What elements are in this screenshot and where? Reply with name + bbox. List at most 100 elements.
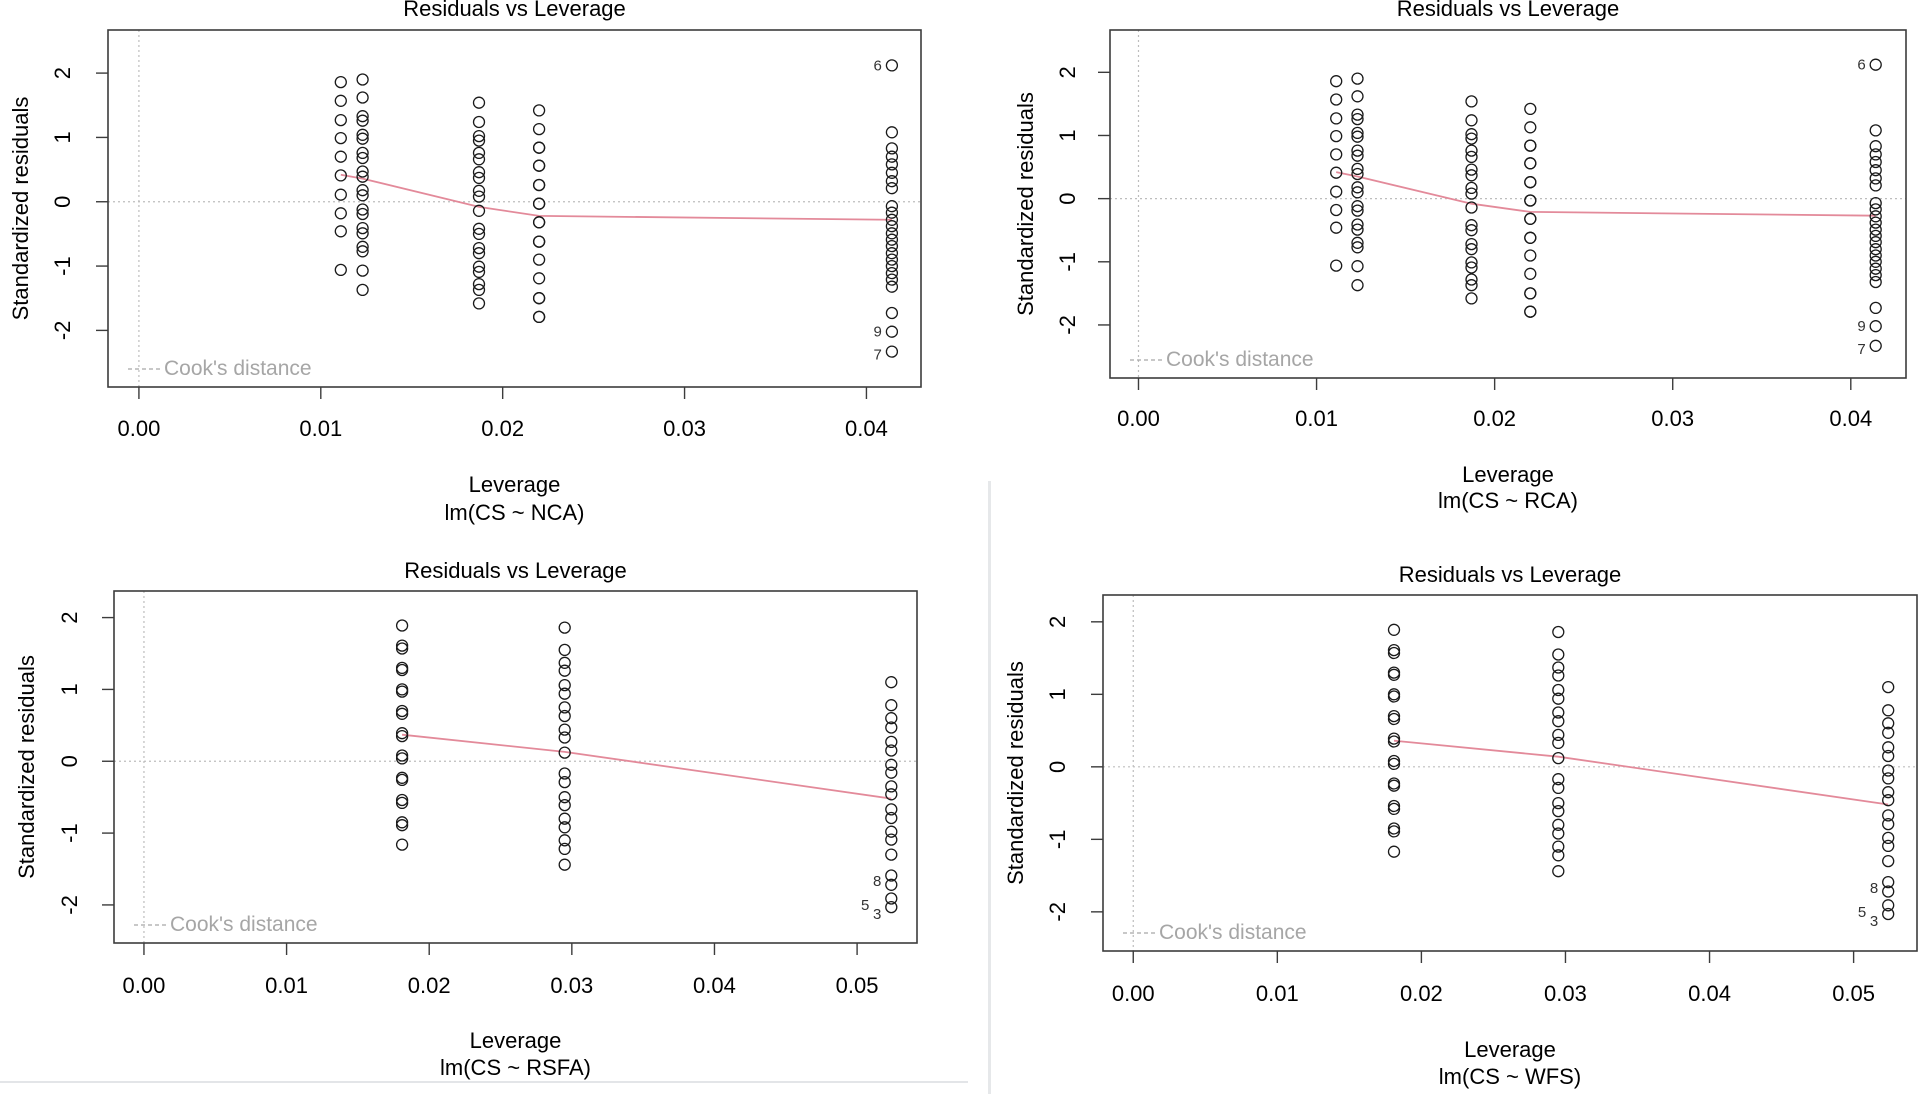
data-point: [1465, 292, 1478, 305]
data-point: [532, 310, 546, 324]
outlier-label: 3: [1870, 913, 1878, 930]
y-tick-label: 0: [1045, 761, 1070, 773]
data-point: [1869, 148, 1882, 161]
data-point: [1387, 754, 1401, 768]
data-point: [472, 260, 486, 273]
data-point: [1869, 58, 1882, 71]
data-point: [1465, 187, 1478, 200]
data-point: [1330, 93, 1343, 106]
panel-nca: Residuals vs Leverage 0.00 0.01 0.02 0.03 0.0…: [8, 0, 922, 525]
x-axis-label: Leverage: [470, 1028, 562, 1053]
data-point: [395, 642, 409, 655]
data-point: [1351, 149, 1364, 162]
plot-frame: [107, 29, 922, 388]
data-point: [885, 900, 898, 914]
data-point: [356, 264, 369, 277]
data-point: [1869, 320, 1882, 333]
y-axis-label: Standardized residuals: [14, 655, 39, 879]
data-point: [1524, 176, 1537, 189]
cooks-distance-legend-text: Cook's distance: [170, 913, 318, 936]
y-tick-label: 2: [1045, 616, 1070, 628]
data-point: [356, 165, 369, 178]
x-tick-label: 0.01: [299, 416, 342, 441]
data-point: [532, 253, 546, 266]
data-point: [472, 153, 486, 166]
model-formula-label: lm(CS ~ NCA): [445, 500, 585, 525]
data-point: [532, 159, 546, 172]
y-axis-label: Standardized residuals: [1013, 92, 1038, 316]
data-point: [1869, 196, 1882, 210]
data-point: [885, 158, 899, 171]
data-point: [885, 126, 899, 139]
data-point: [1465, 273, 1478, 286]
data-point: [472, 227, 486, 241]
data-point: [1351, 186, 1364, 199]
data-point: [1465, 219, 1478, 232]
data-point: [1465, 261, 1478, 274]
data-point: [532, 272, 546, 285]
data-point: [1465, 256, 1478, 269]
data-point: [1330, 148, 1343, 161]
data-point: [334, 263, 347, 277]
data-point: [395, 727, 409, 740]
x-tick-label: 0.04: [1829, 406, 1872, 431]
data-point: [885, 878, 898, 891]
data-point: [356, 240, 369, 253]
data-point: [1465, 181, 1478, 195]
data-point: [532, 178, 546, 192]
data-point: [1387, 822, 1401, 835]
data-point: [1882, 772, 1895, 785]
x-tick-label: 0.00: [123, 973, 166, 998]
data-point: [885, 253, 899, 266]
y-tick-label: -1: [50, 256, 75, 276]
outlier-label: 6: [1857, 57, 1865, 74]
data-point: [1882, 741, 1895, 754]
outlier-label: 3: [873, 906, 881, 923]
data-point: [395, 707, 409, 720]
data-point: [885, 247, 899, 260]
data-point: [1882, 885, 1895, 898]
data-point: [1552, 773, 1565, 786]
data-point: [356, 189, 369, 202]
y-tick-label: 2: [57, 611, 82, 623]
panel-wfs: Residuals vs Leverage 0.00 0.01 0.02 0.03 0.0…: [1003, 562, 1918, 1089]
data-point: [532, 122, 546, 136]
data-point: [1882, 717, 1895, 730]
data-point: [885, 259, 899, 273]
data-point: [1869, 301, 1882, 315]
data-point: [1882, 899, 1895, 912]
data-point: [1524, 194, 1537, 207]
data-point: [356, 170, 369, 183]
data-point: [356, 91, 369, 104]
data-point: [1882, 786, 1895, 799]
data-point: [1869, 210, 1882, 223]
data-point: [1552, 715, 1565, 728]
data-point: [558, 701, 571, 714]
data-point: [356, 146, 369, 160]
data-point: [1387, 646, 1401, 660]
panel-rca: Residuals vs Leverage 0.00 0.01 0.02 0.03 0.0…: [1013, 0, 1907, 513]
outlier-label: 5: [1858, 904, 1866, 921]
data-point: [472, 222, 486, 235]
data-point: [1351, 241, 1364, 254]
y-tick-label: -2: [50, 321, 75, 341]
data-point: [1869, 155, 1882, 169]
data-point: [472, 265, 486, 279]
data-point: [334, 207, 347, 220]
data-point: [1351, 218, 1364, 231]
data-point: [558, 731, 571, 744]
x-tick-label: 0.04: [693, 973, 736, 998]
data-point: [1869, 229, 1882, 243]
outlier-label: 7: [1857, 341, 1865, 358]
data-point: [472, 184, 486, 197]
data-point: [1882, 794, 1895, 807]
x-tick-label: 0.01: [1295, 406, 1338, 431]
data-point: [1330, 75, 1343, 88]
data-point: [1552, 804, 1565, 818]
data-point: [1351, 223, 1364, 236]
data-point: [1869, 255, 1882, 268]
data-point: [885, 766, 898, 779]
data-point: [395, 704, 409, 718]
cooks-distance-legend-text: Cook's distance: [164, 357, 312, 380]
data-point: [1524, 157, 1537, 170]
